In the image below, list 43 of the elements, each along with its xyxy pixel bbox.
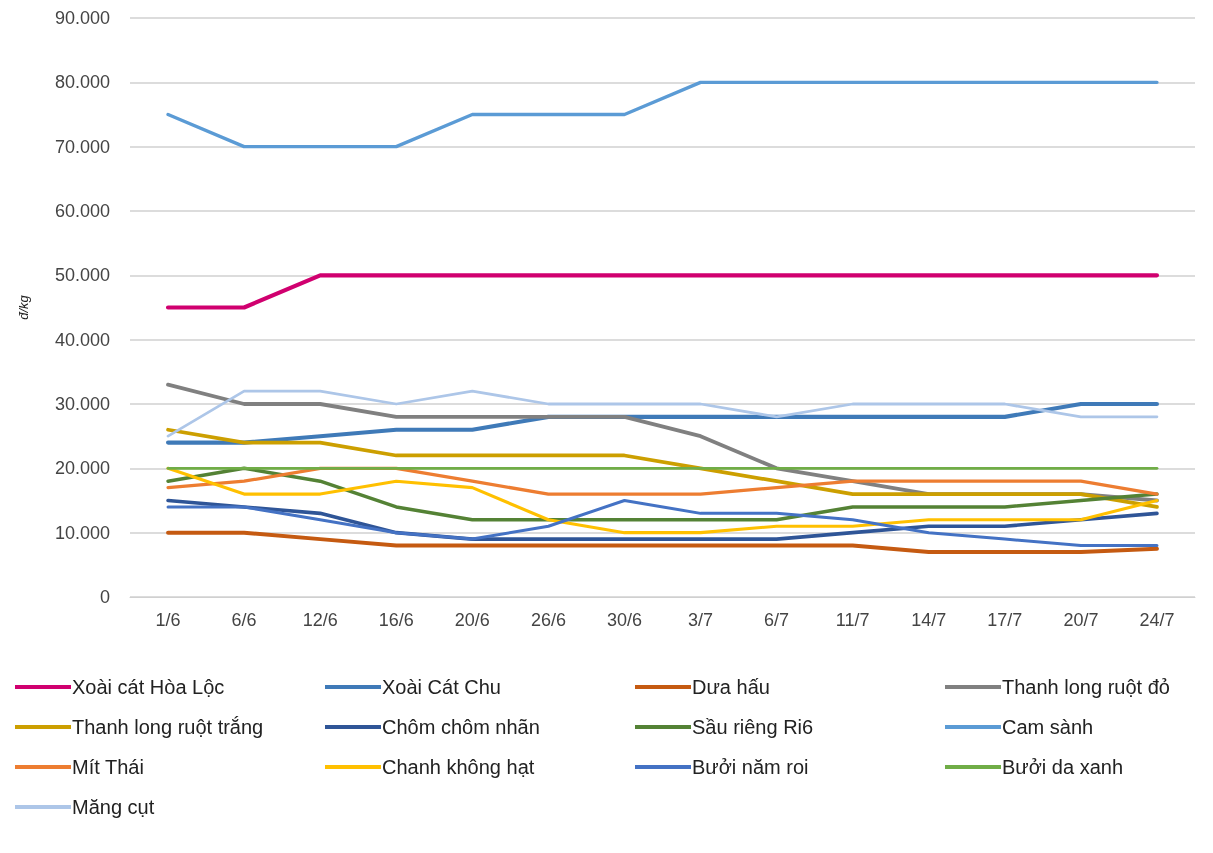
y-tick-label: 0 [99,587,110,607]
legend-label: Thanh long ruột đỏ [1002,676,1170,698]
y-tick-label: 80.000 [54,72,110,93]
legend-label: Cam sành [1002,716,1094,738]
x-tick-label: 20/7 [1063,610,1099,630]
y-tick-label: 70.000 [54,136,110,157]
y-tick-label: 30.000 [54,394,110,414]
x-tick-label: 30/6 [606,610,642,630]
legend-label: Dưa hấu [692,676,770,698]
line-series [166,389,1159,438]
x-tick-label: 1/6 [155,610,181,630]
legend-label: Xoài Cát Chu [382,676,501,698]
x-tick-label: 6/7 [764,610,790,630]
legend-label: Mít Thái [72,756,144,778]
legend-label: Thanh long ruột trắng [72,716,264,738]
y-tick-label: 20.000 [54,458,110,479]
x-tick-label: 11/7 [835,610,870,630]
x-tick-label: 24/7 [1139,610,1175,630]
legend-label: Măng cụt [72,796,155,818]
line-series [166,427,1159,509]
x-tick-label: 16/6 [378,610,414,630]
x-tick-label: 26/6 [530,610,566,630]
legend-label: Bưởi năm roi [692,756,809,778]
y-tick-label: 60.000 [54,201,110,221]
line-series [166,499,1159,548]
legend-label: Sầu riêng Ri6 [692,716,814,738]
x-tick-label: 6/6 [231,610,257,630]
line-series [166,466,1159,535]
legend-label: Bưởi da xanh [1002,756,1124,778]
x-tick-label: 14/7 [911,610,947,630]
legend-label: Xoài cát Hòa Lộc [72,676,225,698]
y-tick-label: 90.000 [54,8,110,28]
y-tick-label: 50.000 [54,265,110,286]
y-tick-label: 10.000 [54,522,110,543]
y-tick-label: 40.000 [54,329,110,350]
line-series [166,530,1159,554]
y-axis-title: đ/kg [16,294,31,320]
x-tick-label: 20/6 [454,610,490,630]
x-tick-label: 17/7 [987,610,1023,630]
legend-label: Chanh không hạt [382,756,535,778]
legend-label: Chôm chôm nhãn [382,716,540,738]
x-tick-label: 12/6 [302,610,338,630]
x-tick-label: 3/7 [688,610,714,630]
